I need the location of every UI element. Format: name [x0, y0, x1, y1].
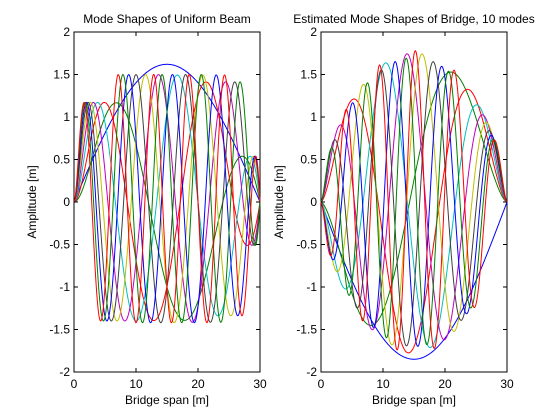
y-tick-label: 0 [63, 195, 70, 209]
series-line-mode-4 [320, 62, 508, 349]
x-tick-label: 20 [438, 377, 452, 391]
y-tick-label: -0.5 [296, 238, 317, 252]
y-tick-label: 0 [310, 195, 317, 209]
series-line-mode-9 [320, 57, 508, 346]
y-tick-label: 1 [310, 110, 317, 124]
y-tick-label: -1 [59, 280, 70, 294]
x-tick-label: 10 [129, 377, 143, 391]
series-line-mode-9 [73, 73, 261, 324]
y-tick-label: 1.5 [300, 68, 317, 82]
y-tick-label: -1 [306, 280, 317, 294]
series-line-mode-10 [320, 50, 508, 351]
y-axis-label: Amplitude [m] [25, 165, 39, 238]
y-tick-label: -2 [306, 365, 317, 379]
chart-title: Estimated Mode Shapes of Bridge, 10 mode… [293, 12, 534, 26]
x-axis-label: Bridge span [m] [372, 393, 456, 407]
x-tick-label: 10 [376, 377, 390, 391]
y-tick-label: -0.5 [49, 238, 70, 252]
y-tick-label: 0.5 [53, 153, 70, 167]
y-tick-label: 2 [63, 25, 70, 39]
series-line-mode-5 [320, 53, 508, 341]
y-tick-label: -1.5 [49, 323, 70, 337]
y-tick-label: -1.5 [296, 323, 317, 337]
chart-panel-1: 0 10 20 30 -2 -1.5 -1 -0.5 0 0.5 1 1.5 2 Mode Shapes … [25, 12, 267, 407]
x-tick-label: 0 [71, 377, 78, 391]
chart-title: Mode Shapes of Uniform Beam [83, 12, 250, 26]
series-line-mode-10 [73, 73, 261, 324]
x-tick-label: 0 [318, 377, 325, 391]
series-line-mode-8 [320, 61, 508, 347]
y-tick-label: 1.5 [53, 68, 70, 82]
y-tick-label: -2 [59, 365, 70, 379]
x-axis-label: Bridge span [m] [125, 393, 209, 407]
plot-area [320, 31, 508, 373]
series-line-mode-2 [320, 71, 508, 326]
y-tick-label: 1 [63, 110, 70, 124]
x-tick-label: 30 [500, 377, 514, 391]
x-tick-label: 30 [253, 377, 267, 391]
y-tick-label: 0.5 [300, 153, 317, 167]
plot-area [73, 31, 261, 373]
series-line-mode-1 [73, 63, 261, 203]
y-tick-label: 2 [310, 25, 317, 39]
x-tick-label: 20 [191, 377, 205, 391]
series-line-mode-3 [320, 88, 508, 354]
y-axis-label: Amplitude [m] [272, 165, 286, 238]
